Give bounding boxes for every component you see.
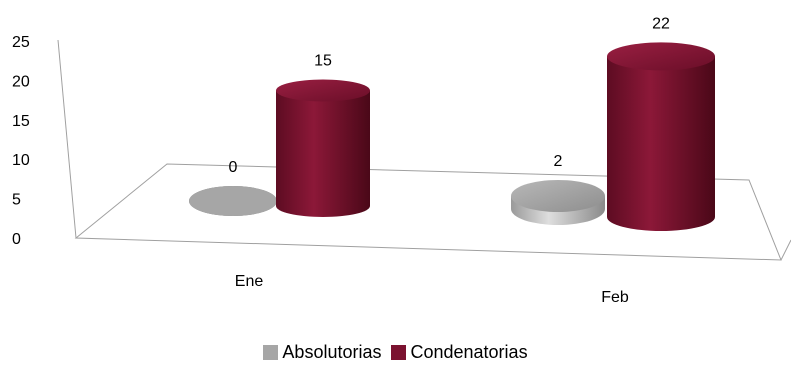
y-tick-label: 0 bbox=[12, 231, 21, 248]
x-tick-label: Ene bbox=[235, 273, 264, 290]
data-label: 15 bbox=[314, 53, 332, 70]
bar-top bbox=[276, 79, 370, 102]
chart-floor bbox=[74, 163, 782, 261]
y-tick-label: 15 bbox=[12, 113, 30, 130]
data-label: 0 bbox=[229, 159, 238, 176]
y-tick-label: 20 bbox=[12, 73, 30, 90]
y-tick-label: 5 bbox=[12, 192, 21, 209]
back-wall-edge bbox=[57, 39, 77, 239]
data-label: 22 bbox=[652, 15, 670, 32]
bar-absolutorias-ene bbox=[189, 186, 277, 216]
x-axis-ticks: Ene Feb bbox=[235, 273, 629, 306]
legend-item-condenatorias: Condenatorias bbox=[391, 341, 528, 363]
bar-top bbox=[189, 186, 277, 216]
data-label: 2 bbox=[554, 153, 563, 170]
bar-top bbox=[511, 180, 605, 212]
legend-swatch-absolutorias bbox=[263, 344, 279, 360]
y-tick-label: 25 bbox=[12, 34, 30, 51]
y-axis-ticks: 0 5 10 15 20 25 bbox=[12, 34, 30, 248]
legend-swatch-condenatorias bbox=[391, 344, 407, 360]
legend-label-condenatorias: Condenatorias bbox=[410, 341, 528, 362]
legend: Absolutorias Condenatorias bbox=[0, 340, 791, 364]
bar-top bbox=[607, 42, 715, 71]
bar-condenatorias-feb bbox=[607, 42, 715, 232]
bar-absolutorias-feb bbox=[511, 180, 605, 225]
bar-body bbox=[607, 56, 715, 232]
legend-label-absolutorias: Absolutorias bbox=[282, 341, 382, 362]
bar-series bbox=[189, 42, 715, 232]
bar-body bbox=[276, 90, 370, 217]
bar-condenatorias-ene bbox=[276, 79, 370, 217]
y-tick-label: 10 bbox=[12, 152, 30, 169]
chart-axes bbox=[57, 39, 791, 261]
legend-item-absolutorias: Absolutorias bbox=[263, 342, 381, 363]
x-tick-label: Feb bbox=[601, 289, 629, 306]
side-wall-edge bbox=[780, 239, 791, 261]
